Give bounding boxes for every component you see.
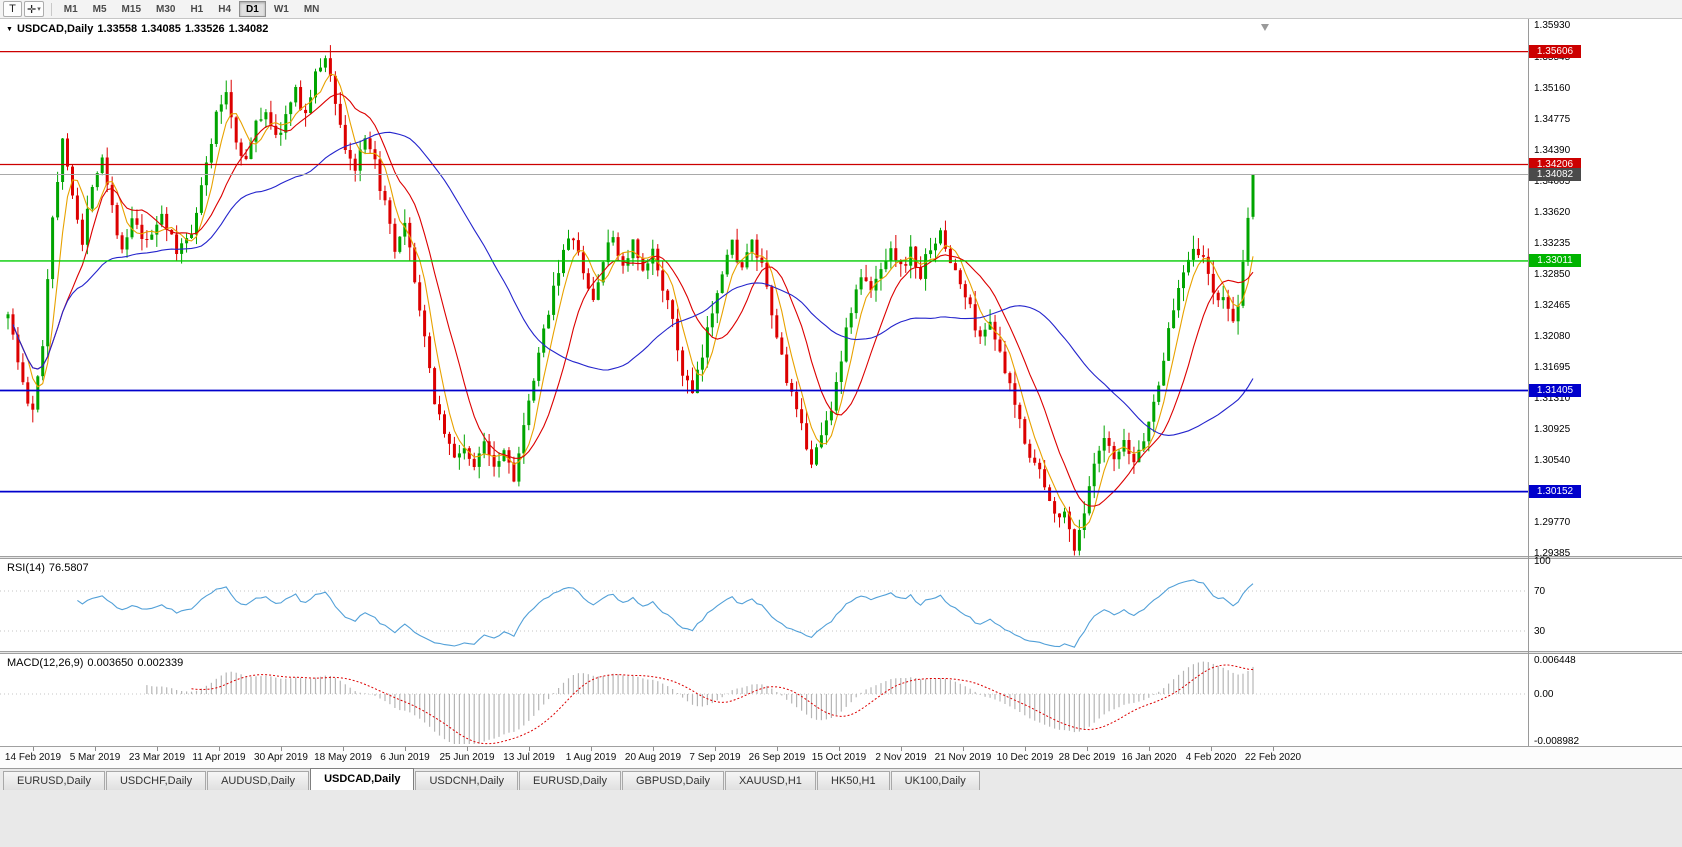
date-axis-label: 4 Feb 2020 xyxy=(1185,752,1237,763)
timeframe-button-w1[interactable]: W1 xyxy=(273,3,289,15)
date-tick xyxy=(901,747,902,751)
chart-tab-usdcad-daily-3[interactable]: USDCAD,Daily xyxy=(310,768,415,790)
date-tick xyxy=(777,747,778,751)
shift-marker xyxy=(1260,24,1269,31)
date-axis-label: 20 Aug 2019 xyxy=(624,752,682,763)
timeframe-button-m15[interactable]: M15 xyxy=(121,3,141,15)
panel-separator-rsi[interactable] xyxy=(0,556,1682,559)
macd-histogram xyxy=(146,661,1254,744)
date-tick xyxy=(343,747,344,751)
date-tick xyxy=(1149,747,1150,751)
timeframe-button-m5[interactable]: M5 xyxy=(92,3,107,15)
date-axis-label: 30 Apr 2019 xyxy=(254,752,308,763)
chart-tab-usdchf-daily-1[interactable]: USDCHF,Daily xyxy=(105,771,207,790)
chart-tab-hk50-h1-8[interactable]: HK50,H1 xyxy=(816,771,890,790)
date-tick xyxy=(1025,747,1026,751)
chart-tab-eurusd-daily-0[interactable]: EURUSD,Daily xyxy=(3,771,105,790)
date-axis-label: 16 Jan 2020 xyxy=(1121,752,1177,763)
date-tick xyxy=(591,747,592,751)
chart-tab-eurusd-daily-5[interactable]: EURUSD,Daily xyxy=(519,771,621,790)
rsi-line xyxy=(77,579,1254,648)
ma-line-12 xyxy=(12,93,1254,507)
date-tick xyxy=(839,747,840,751)
toolbar-separator xyxy=(50,2,52,16)
date-axis-label: 14 Feb 2019 xyxy=(4,752,62,763)
date-axis-label: 26 Sep 2019 xyxy=(748,752,806,763)
ma-line-5 xyxy=(12,73,1254,529)
text-tool-label: T xyxy=(9,3,16,15)
date-axis-label: 13 Jul 2019 xyxy=(503,752,555,763)
chart-tab-bar: EURUSD,Daily USDCHF,Daily AUDUSD,Daily USDC… xyxy=(0,768,1682,790)
date-tick xyxy=(529,747,530,751)
date-tick xyxy=(95,747,96,751)
date-tick xyxy=(715,747,716,751)
date-tick xyxy=(405,747,406,751)
timeframe-button-m30[interactable]: M30 xyxy=(156,3,176,15)
cursor-tool-button[interactable]: ✛ ▾ xyxy=(24,1,44,17)
date-tick xyxy=(963,747,964,751)
date-tick xyxy=(1211,747,1212,751)
text-tool-button[interactable]: T xyxy=(3,1,22,17)
date-tick xyxy=(219,747,220,751)
date-axis-label: 10 Dec 2019 xyxy=(996,752,1054,763)
chart-canvas[interactable] xyxy=(0,0,1682,746)
date-axis-label: 15 Oct 2019 xyxy=(811,752,867,763)
date-axis: 14 Feb 2019 5 Mar 2019 23 Mar 2019 11 Apr 2… xyxy=(0,746,1682,768)
date-axis-label: 11 Apr 2019 xyxy=(192,752,246,763)
chart-tab-usdcnh-daily-4[interactable]: USDCNH,Daily xyxy=(415,771,519,790)
date-axis-label: 18 May 2019 xyxy=(314,752,372,763)
macd-signal-line xyxy=(191,664,1254,745)
date-tick xyxy=(1087,747,1088,751)
date-axis-label: 21 Nov 2019 xyxy=(934,752,992,763)
date-axis-label: 5 Mar 2019 xyxy=(69,752,121,763)
crosshair-icon: ✛ xyxy=(27,3,37,16)
date-axis-label: 1 Aug 2019 xyxy=(565,752,617,763)
timeframe-buttons: M1 M5 M15 M30 H1 H4 D1 W1 MN xyxy=(57,1,328,17)
date-axis-label: 6 Jun 2019 xyxy=(380,752,430,763)
dropdown-arrow-icon: ▾ xyxy=(37,6,41,13)
timeframe-button-m1[interactable]: M1 xyxy=(63,3,78,15)
date-tick xyxy=(33,747,34,751)
date-axis-label: 2 Nov 2019 xyxy=(875,752,927,763)
chart-tab-gbpusd-daily-6[interactable]: GBPUSD,Daily xyxy=(622,771,724,790)
date-tick xyxy=(653,747,654,751)
date-axis-label: 23 Mar 2019 xyxy=(128,752,186,763)
timeframe-button-h1[interactable]: H1 xyxy=(190,3,204,15)
toolbar: T ✛ ▾ M1 M5 M15 M30 H1 H4 D1 W1 MN xyxy=(0,0,1682,19)
date-tick xyxy=(467,747,468,751)
chart-tab-xauusd-h1-7[interactable]: XAUUSD,H1 xyxy=(724,771,816,790)
date-tick xyxy=(1273,747,1274,751)
date-tick xyxy=(281,747,282,751)
status-area xyxy=(0,790,1682,847)
timeframe-button-d1[interactable]: D1 xyxy=(239,1,266,17)
timeframe-button-h4[interactable]: H4 xyxy=(218,3,232,15)
panel-separator-macd[interactable] xyxy=(0,651,1682,654)
date-axis-label: 7 Sep 2019 xyxy=(689,752,741,763)
date-axis-label: 22 Feb 2020 xyxy=(1244,752,1302,763)
timeframe-button-mn[interactable]: MN xyxy=(303,3,320,15)
chart-tab-audusd-daily-2[interactable]: AUDUSD,Daily xyxy=(207,771,310,790)
date-axis-label: 25 Jun 2019 xyxy=(439,752,495,763)
date-tick xyxy=(157,747,158,751)
date-axis-label: 28 Dec 2019 xyxy=(1058,752,1116,763)
ma-line-40 xyxy=(12,131,1254,436)
chart-tab-uk100-daily-9[interactable]: UK100,Daily xyxy=(890,771,980,790)
